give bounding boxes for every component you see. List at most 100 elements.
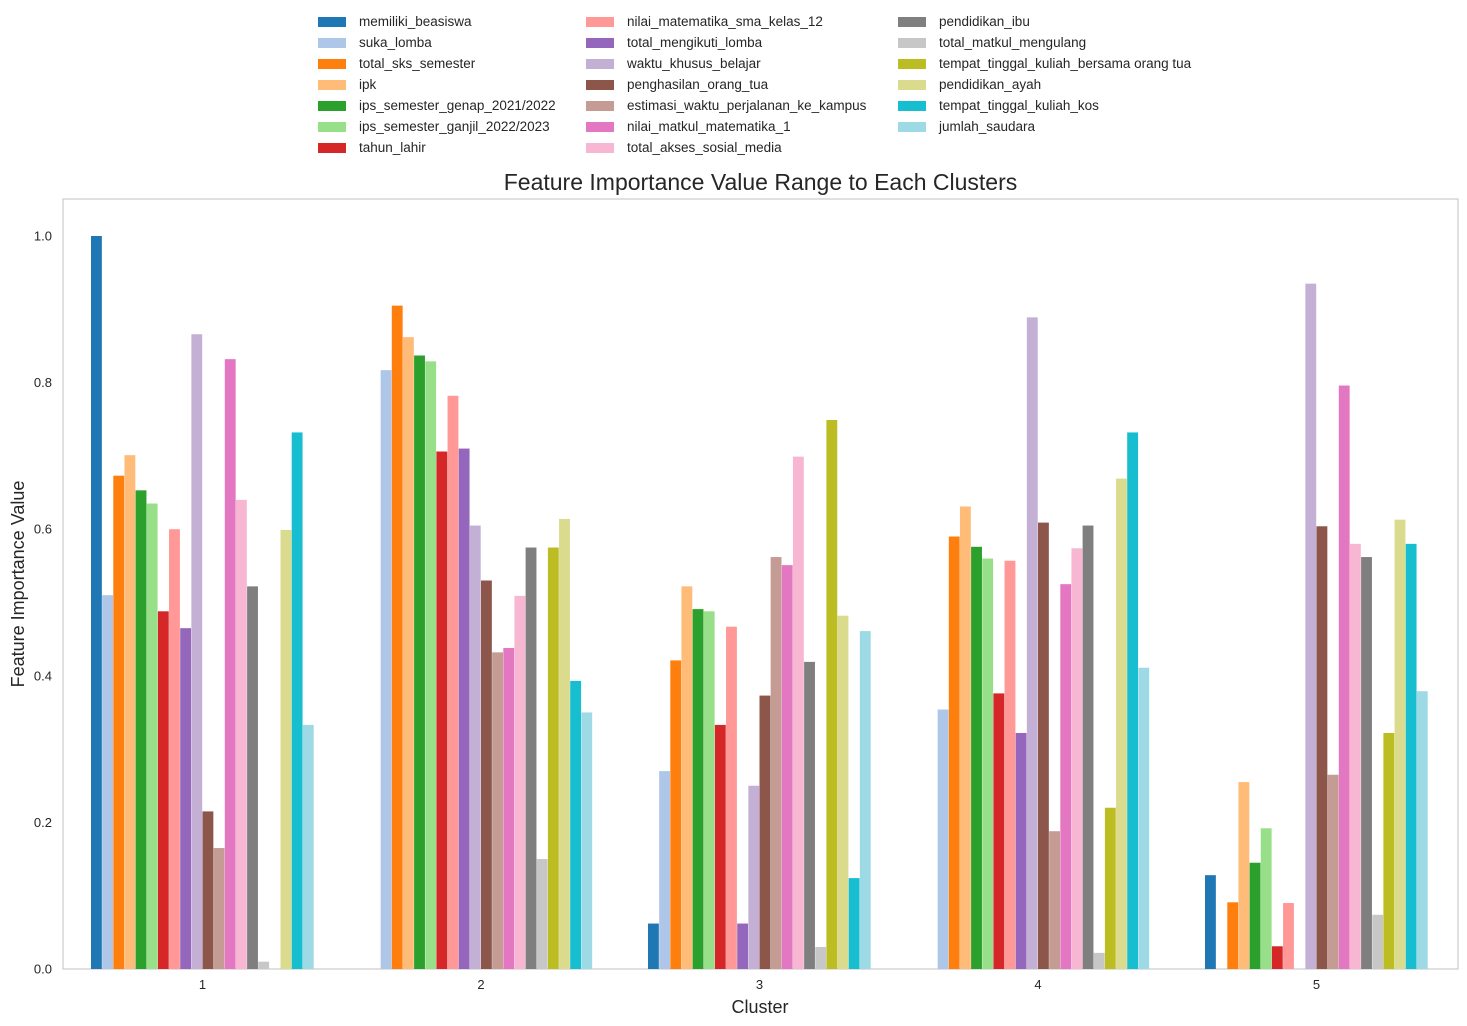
y-tick-label: 1.0 <box>34 229 52 244</box>
bar <box>124 455 136 969</box>
legend-label: total_mengikuti_lomba <box>627 35 763 50</box>
bar <box>1316 526 1328 969</box>
legend-swatch <box>898 121 926 132</box>
legend-label: memiliki_beasiswa <box>359 14 472 29</box>
bar <box>1361 557 1372 969</box>
legend-item: ips_semester_genap_2021/2022 <box>318 95 556 116</box>
bar <box>135 490 147 969</box>
bar <box>180 628 192 969</box>
y-axis-ticks: 0.0 0.2 0.4 0.6 0.8 1.0 <box>34 229 52 977</box>
bar <box>1394 519 1406 969</box>
legend-item: suka_lomba <box>318 32 432 53</box>
bar <box>1127 432 1139 969</box>
bar <box>1116 478 1127 969</box>
legend-item: total_akses_sosial_media <box>586 137 782 158</box>
x-tick-label: 1 <box>199 977 206 992</box>
legend-item: ipk <box>318 74 376 95</box>
legend-swatch <box>898 37 926 48</box>
legend-label: ips_semester_genap_2021/2022 <box>359 98 556 113</box>
bar <box>1327 774 1339 969</box>
bar <box>804 661 815 969</box>
legend-label: total_sks_semester <box>359 56 476 71</box>
bar <box>247 586 258 969</box>
legend-item: total_matkul_mengulang <box>898 32 1086 53</box>
bar <box>224 359 236 969</box>
bar <box>157 611 169 969</box>
bar <box>1138 667 1150 969</box>
bar <box>414 355 425 970</box>
x-tick-label: 4 <box>1034 977 1041 992</box>
legend-swatch <box>898 58 926 69</box>
bar <box>837 615 849 969</box>
bar <box>648 923 659 969</box>
bar <box>1082 525 1094 969</box>
bar <box>993 693 1005 969</box>
y-tick-label: 0.6 <box>34 522 52 537</box>
bar <box>692 609 704 969</box>
bar <box>202 811 214 969</box>
bar <box>770 557 782 969</box>
bar <box>436 451 448 969</box>
legend-swatch <box>318 16 346 27</box>
bar <box>1015 732 1027 969</box>
bar <box>1038 522 1049 969</box>
bar <box>469 525 481 969</box>
legend-item: nilai_matematika_sma_kelas_12 <box>586 11 823 32</box>
legend-item: jumlah_saudara <box>898 116 1035 137</box>
legend-swatch <box>898 16 926 27</box>
legend-label: tempat_tinggal_kuliah_kos <box>939 98 1099 113</box>
legend-item: memiliki_beasiswa <box>318 11 472 32</box>
legend-label: nilai_matematika_sma_kelas_12 <box>627 14 823 29</box>
bar <box>402 337 414 969</box>
legend-label: suka_lomba <box>359 35 432 50</box>
bar <box>291 432 303 969</box>
legend-swatch <box>318 79 346 90</box>
legend-item: ips_semester_ganjil_2022/2023 <box>318 116 550 137</box>
bars <box>91 236 1428 970</box>
x-axis-ticks: 1 2 3 4 5 <box>199 977 1320 992</box>
legend-swatch <box>318 121 346 132</box>
bar <box>1071 548 1083 969</box>
x-tick-label: 3 <box>756 977 763 992</box>
legend-item: tempat_tinggal_kuliah_kos <box>898 95 1099 116</box>
bar <box>1104 807 1116 969</box>
bar <box>191 334 203 970</box>
bar <box>559 518 570 969</box>
legend-label: pendidikan_ibu <box>939 14 1030 29</box>
legend-label: jumlah_saudara <box>939 119 1036 134</box>
bar <box>937 709 949 969</box>
bar <box>1227 902 1239 969</box>
legend-item: penghasilan_orang_tua <box>586 74 768 95</box>
legend-item: total_mengikuti_lomba <box>586 32 762 53</box>
legend-label: estimasi_waktu_perjalanan_ke_kampus <box>627 98 867 113</box>
bar <box>759 695 771 969</box>
bar <box>458 448 470 969</box>
bar <box>380 370 392 969</box>
bar <box>1416 691 1428 969</box>
bar <box>792 456 804 969</box>
bar <box>971 546 982 969</box>
bar <box>102 595 113 969</box>
legend-swatch <box>586 16 614 27</box>
chart-title: Feature Importance Value Range to Each C… <box>503 169 1018 195</box>
bar <box>1004 560 1016 969</box>
bar <box>1060 584 1072 969</box>
legend-label: tempat_tinggal_kuliah_bersama orang tua <box>939 56 1192 71</box>
legend-item: estimasi_waktu_perjalanan_ke_kampus <box>586 95 866 116</box>
legend-item: tempat_tinggal_kuliah_bersama orang tua <box>898 53 1191 74</box>
bar <box>1271 946 1283 969</box>
legend-swatch <box>586 142 614 153</box>
y-tick-label: 0.0 <box>34 962 52 977</box>
legend-label: pendidikan_ayah <box>939 77 1042 92</box>
bar <box>235 499 247 969</box>
y-axis-label: Feature Importance Value <box>8 481 28 688</box>
legend-label: total_matkul_mengulang <box>939 35 1087 50</box>
bar <box>146 503 158 969</box>
bar <box>302 724 314 969</box>
y-tick-label: 0.8 <box>34 375 52 390</box>
bar <box>1205 875 1216 969</box>
bar <box>681 586 693 969</box>
bar <box>748 785 760 969</box>
bar <box>113 475 125 969</box>
bar <box>570 680 582 969</box>
